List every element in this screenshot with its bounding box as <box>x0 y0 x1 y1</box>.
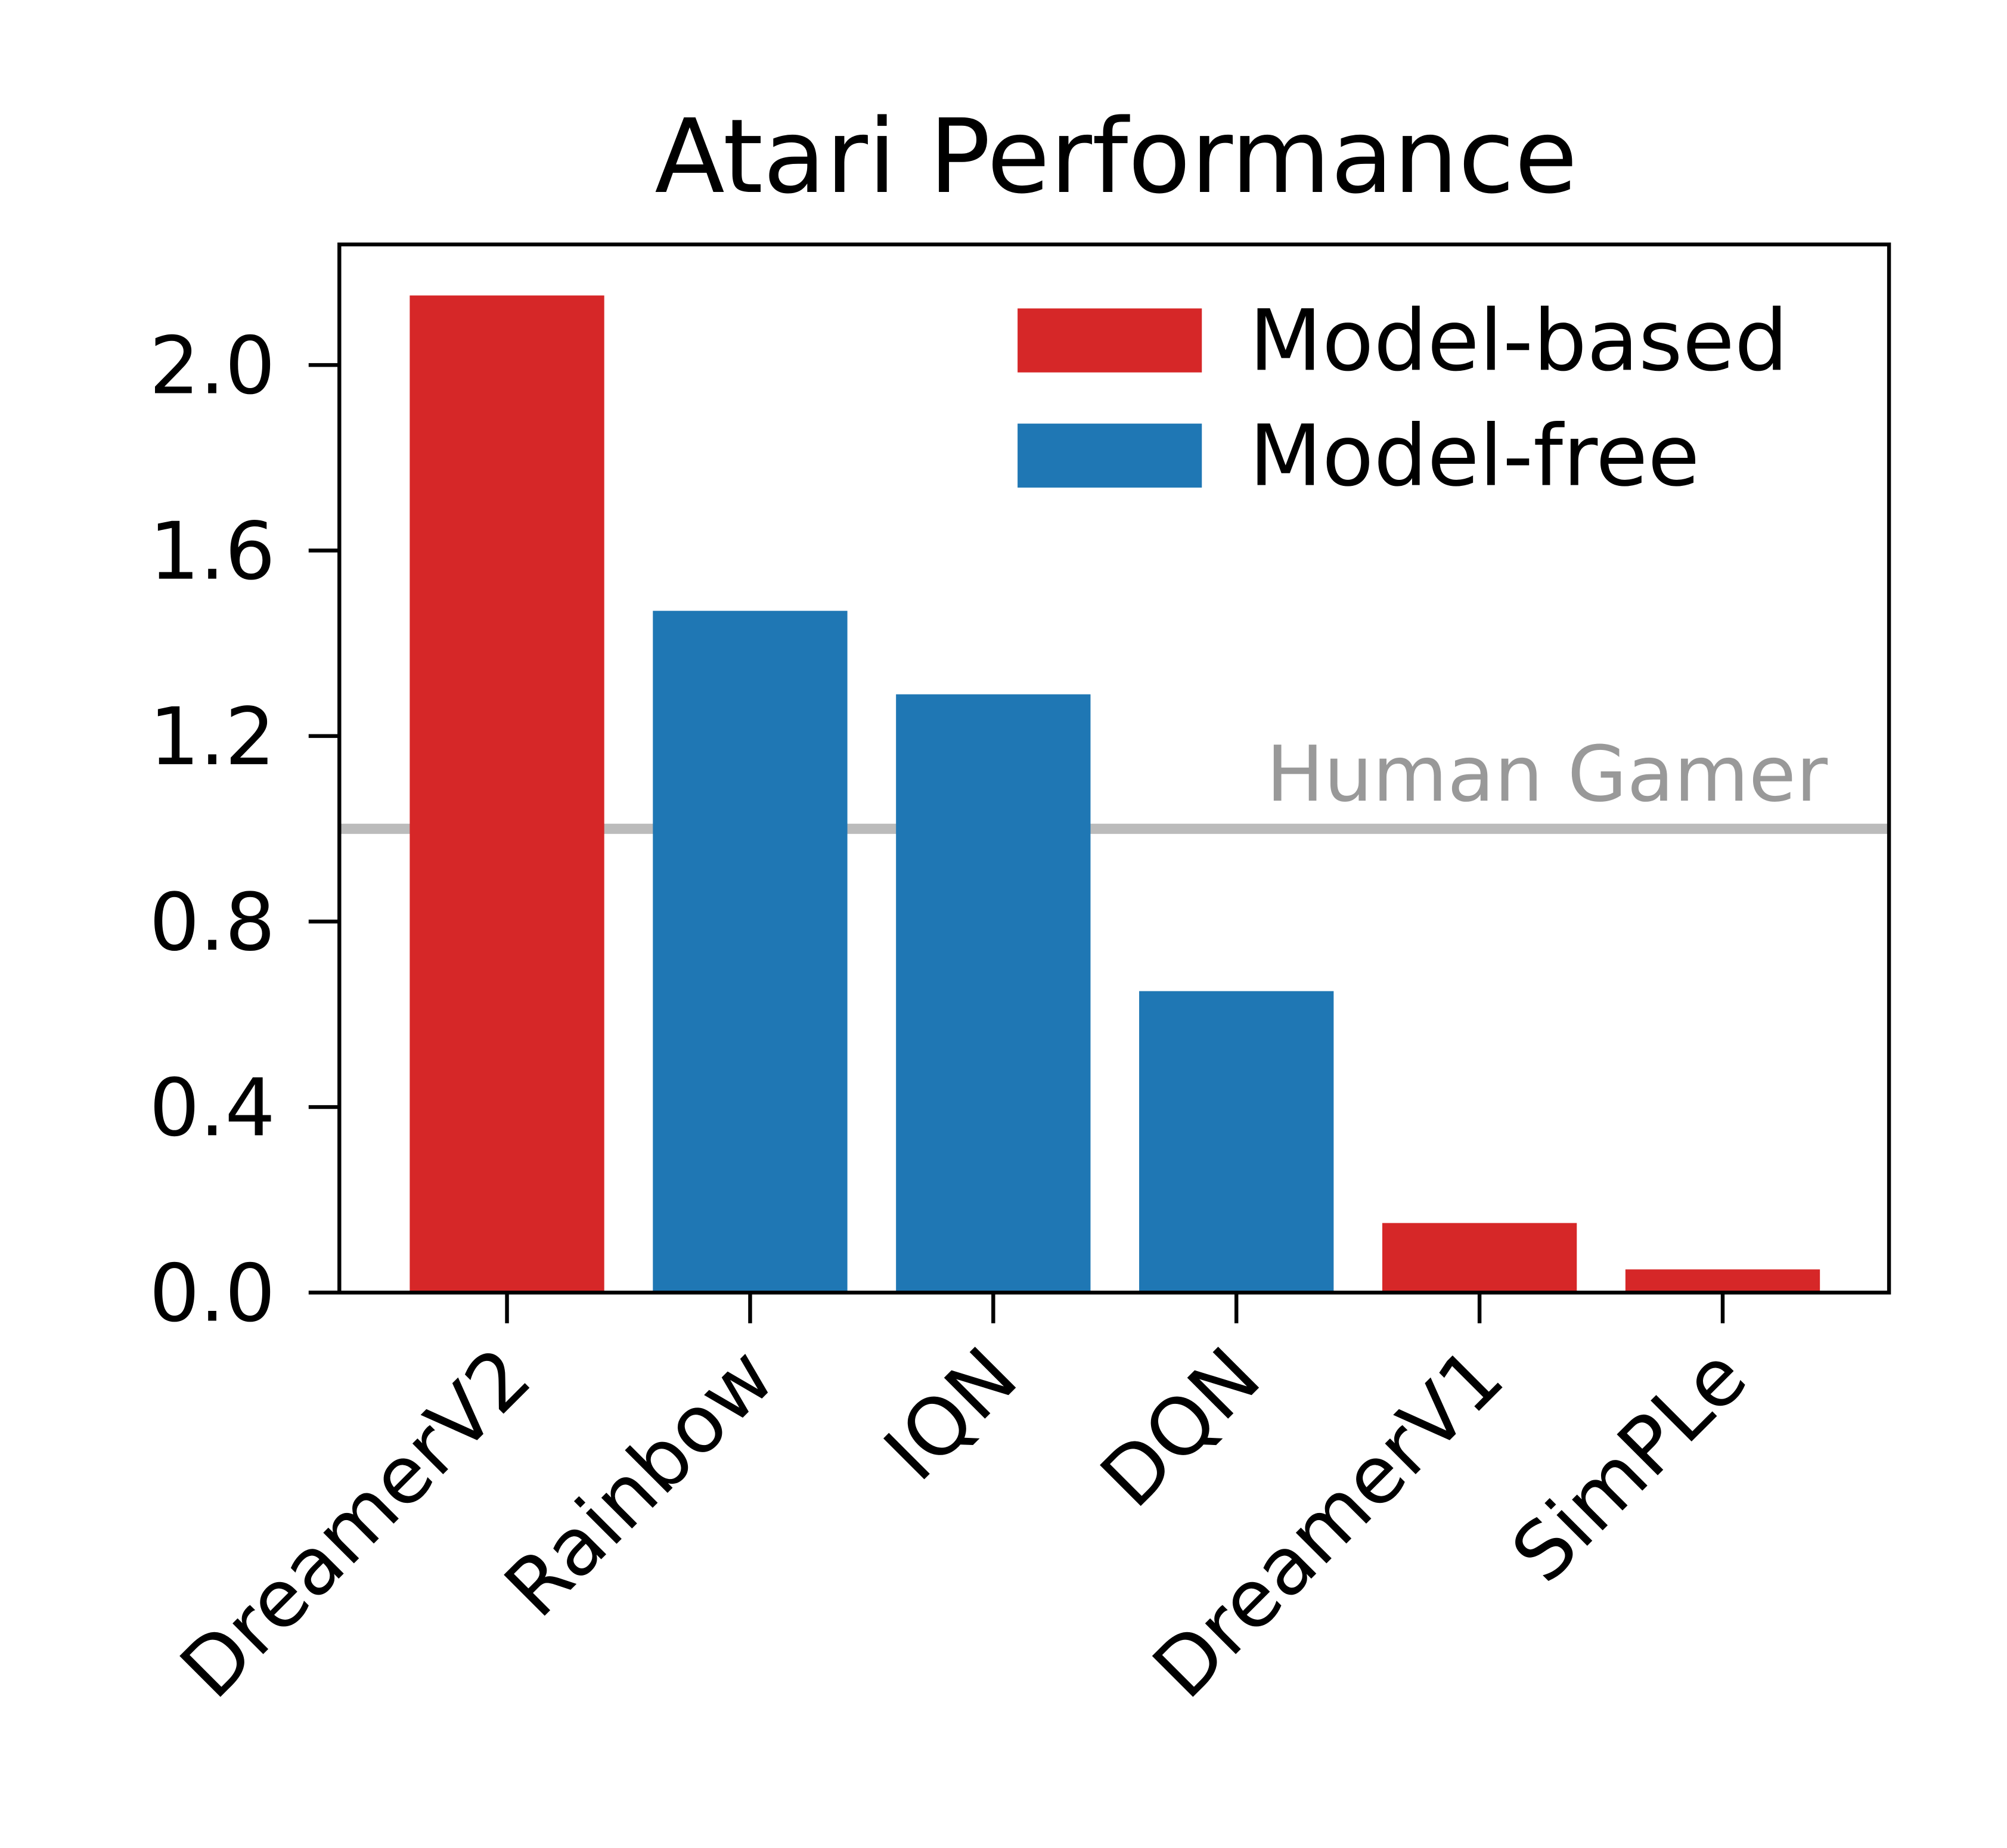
x-tick-label: DQN <box>1084 1331 1279 1525</box>
bar-dreamerv2 <box>410 295 604 1293</box>
x-tick-label: DreamerV2 <box>163 1331 549 1716</box>
y-tick-label: 0.4 <box>149 1062 275 1154</box>
legend-swatch-model-based <box>1018 308 1202 373</box>
y-tick-label: 0.8 <box>149 876 275 969</box>
legend-label-model-free: Model-free <box>1249 407 1700 506</box>
y-tick-label: 1.2 <box>149 691 275 783</box>
human-gamer-label: Human Gamer <box>1266 730 1828 819</box>
bar-simple <box>1625 1269 1820 1293</box>
legend-label-model-based: Model-based <box>1249 292 1788 390</box>
y-tick-label: 2.0 <box>149 320 275 413</box>
axes-frame <box>337 242 1891 1295</box>
x-tick-label: SimPLe <box>1494 1331 1764 1601</box>
bar-rainbow <box>653 610 848 1293</box>
x-tick-label: IQN <box>867 1331 1035 1499</box>
legend-swatch-model-free <box>1018 423 1202 488</box>
legend: Model-based Model-free <box>1018 292 1788 506</box>
chart-title: Atari Performance <box>654 97 1577 216</box>
y-tick-label: 1.6 <box>149 506 275 598</box>
x-tick-label: Rainbow <box>488 1331 792 1635</box>
bar-dreamerv1 <box>1382 1223 1577 1293</box>
bar-dqn <box>1139 991 1334 1293</box>
y-tick-label: 0.0 <box>149 1248 275 1340</box>
bar-iqn <box>896 694 1091 1293</box>
